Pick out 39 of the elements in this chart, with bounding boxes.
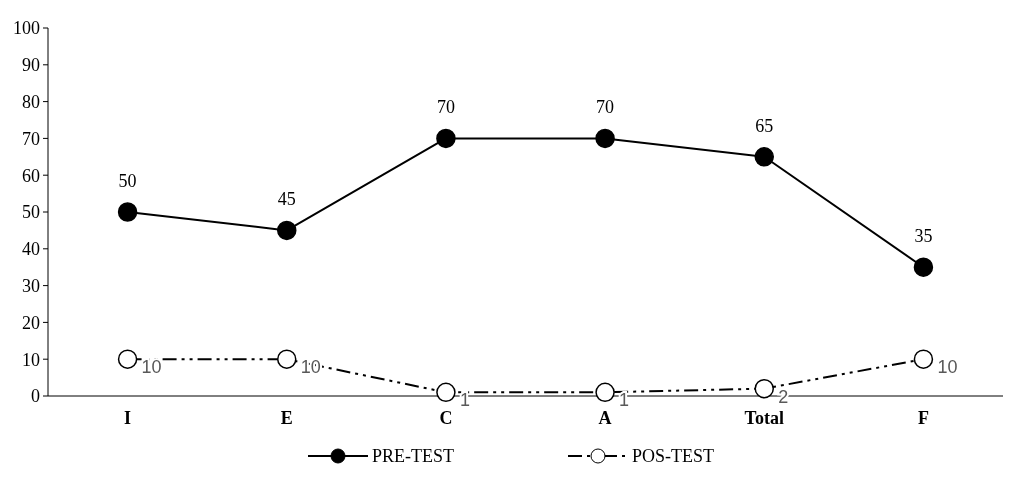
data-label: 65 bbox=[755, 115, 774, 136]
y-tick-label: 100 bbox=[13, 18, 40, 39]
point bbox=[277, 220, 297, 241]
data-label: 50 bbox=[118, 171, 137, 191]
point bbox=[117, 202, 138, 222]
y-tick-label: 0 bbox=[31, 386, 40, 407]
data-label: 70 bbox=[596, 97, 615, 118]
x-tick-label: F bbox=[917, 408, 929, 428]
point bbox=[277, 349, 297, 369]
data-label: 10 bbox=[937, 357, 958, 378]
y-tick-label: 40 bbox=[22, 239, 40, 260]
y-tick-label: 70 bbox=[22, 128, 40, 149]
y-tick-label: 50 bbox=[22, 202, 40, 223]
point bbox=[436, 382, 456, 403]
data-label: 45 bbox=[277, 189, 296, 210]
point bbox=[913, 257, 934, 277]
x-tick-label: A bbox=[598, 408, 612, 428]
y-tick-label: 90 bbox=[22, 55, 40, 76]
point bbox=[117, 349, 138, 369]
point bbox=[595, 382, 615, 403]
x-tick-label: E bbox=[280, 408, 293, 428]
x-tick-label: C bbox=[439, 408, 453, 428]
data-label: 70 bbox=[436, 97, 455, 118]
point bbox=[595, 128, 615, 149]
point bbox=[754, 378, 774, 399]
y-tick-label: 20 bbox=[22, 312, 40, 333]
x-tick-label: I bbox=[124, 408, 132, 428]
legend-label: PRE-TEST bbox=[372, 446, 455, 467]
data-label: 35 bbox=[914, 226, 933, 247]
y-tick-label: 60 bbox=[22, 165, 40, 186]
y-tick-label: 30 bbox=[22, 275, 40, 296]
point bbox=[754, 147, 774, 167]
y-tick-label: 80 bbox=[22, 91, 40, 112]
y-tick-label: 10 bbox=[22, 349, 40, 370]
legend-label: POS-TEST bbox=[632, 446, 715, 467]
x-tick-label: Total bbox=[744, 408, 784, 428]
data-label: 10 bbox=[141, 357, 162, 378]
point bbox=[436, 128, 456, 149]
point bbox=[913, 349, 934, 369]
